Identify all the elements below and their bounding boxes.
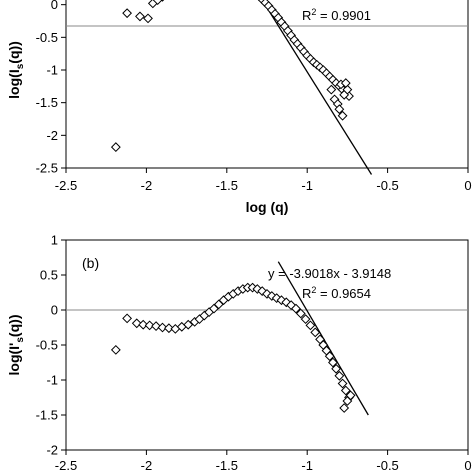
panel-b: -2.5 -2 -1.5 -1 -0.5 0 10.50-0.5-1-1.5-2 (b) … [6,233,472,474]
y-tick-label: -0.5 [36,30,58,45]
data-point-diamond [143,13,153,24]
data-point-diamond [345,390,356,401]
x-tick-label: -1.5 [216,178,238,193]
y-tick-label: -1.5 [36,95,58,110]
panel-a-plot-frame [65,0,469,169]
x-tick-label: -2.5 [55,178,77,193]
panel-a-r2-annotation: R2 = 0.9901 [302,7,371,23]
data-point-diamond [334,370,345,381]
data-point-diamond [138,319,149,330]
panel-b-y-axis-label: log(I's(q)) [6,315,26,376]
data-point-diamond [337,378,348,389]
x-tick-label: -1 [301,178,313,193]
data-point-diamond [135,11,145,22]
panel-a: -2.5-2-1.5-1-0.50 0.50-0.5-1-1.5-2-2.5 R… [6,0,472,215]
y-tick-label: 0 [51,0,58,12]
x-tick-label: -0.5 [376,178,398,193]
y-tick-label: -2 [46,443,58,458]
data-point-diamond [328,357,338,368]
data-point-diamond [157,322,168,333]
data-point-diamond [340,78,351,88]
data-point-diamond [152,0,163,6]
data-point-diamond [144,320,155,331]
data-point-diamond [110,344,121,355]
panel-b-letter: (b) [82,255,99,271]
y-tick-label: 0 [51,303,58,318]
x-tick-label: -1.5 [216,458,238,473]
x-tick-label: -0.5 [376,458,398,473]
panel-b-x-ticks: -2.5 -2 -1.5 -1 -0.5 0 [55,450,472,473]
data-point-diamond [291,303,301,314]
data-point-diamond [300,314,311,325]
data-point-diamond [295,308,306,319]
panel-b-data-points [110,282,356,413]
data-point-diamond [183,319,194,330]
x-tick-label: 0 [464,458,471,473]
data-point-diamond [122,313,133,324]
panel-b-r2-annotation: R2 = 0.9654 [302,285,371,301]
data-point-diamond [151,321,161,332]
data-point-diamond [339,403,350,413]
panel-a-x-axis-label: log (q) [246,199,289,215]
y-tick-label: -2.5 [36,161,58,176]
data-point-diamond [334,104,345,115]
data-point-diamond [342,84,353,95]
y-tick-label: -1.5 [36,408,58,423]
y-tick-label: -0.5 [36,338,58,353]
panel-a-y-axis-label: log(Is(q)) [6,41,26,99]
data-point-diamond [160,0,165,2]
x-tick-label: -2 [141,178,153,193]
x-tick-label: -1 [301,458,313,473]
y-tick-label: -1 [46,63,58,78]
data-point-diamond [122,8,133,19]
panel-a-x-ticks: -2.5 -2 -1.5 -1 -0.5 0 [55,168,472,193]
x-tick-label: 0 [464,178,471,193]
y-tick-label: 0.5 [40,268,58,283]
data-point-diamond [337,110,348,121]
data-point-diamond [131,318,142,329]
data-point-diamond [310,327,321,338]
x-tick-label: -2 [141,458,153,473]
panel-a-data-points [110,0,354,153]
panel-b-plot-frame [65,239,469,451]
data-point-diamond [164,323,174,334]
y-tick-label: 1 [51,233,58,248]
data-point-diamond [331,363,342,374]
panel-b-y-ticks: 1 0.5 0 -0.5 -1 -1.5 -2 [36,233,66,458]
data-point-diamond [324,351,335,362]
data-point-diamond [326,84,337,95]
data-point-diamond [340,385,351,396]
y-tick-label: -2 [46,128,58,143]
data-point-diamond [110,142,121,153]
panel-b-equation-annotation: y = -3.9018x - 3.9148 [268,266,391,281]
panel-a-fit-line [261,0,373,175]
panel-a-y-ticks: 0.50-0.5-1-1.5-2-2.5 [36,0,66,176]
y-tick-label: -1 [46,373,58,388]
data-point-diamond [305,320,316,331]
x-tick-label: -2.5 [55,458,77,473]
